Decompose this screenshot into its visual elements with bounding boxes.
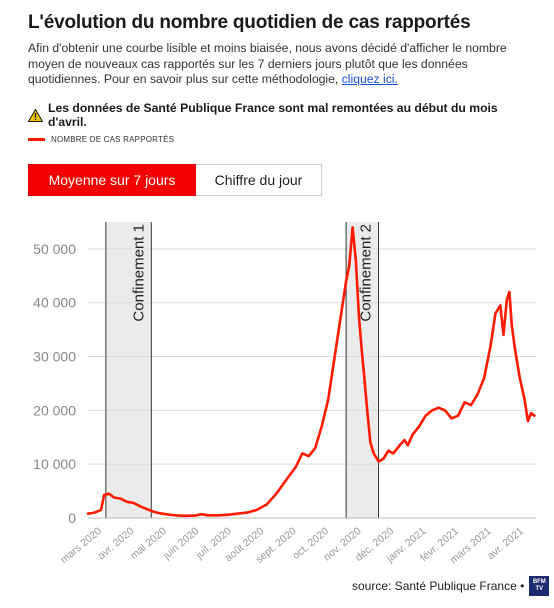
warning-triangle-icon xyxy=(28,108,43,122)
methodology-link[interactable]: cliquez ici. xyxy=(341,72,398,86)
chart-legend: NOMBRE DE CAS RAPPORTÉS xyxy=(28,135,174,144)
x-tick-label: avr. 2021 xyxy=(485,525,526,562)
y-tick-label: 20 000 xyxy=(33,402,76,418)
view-tabs: Moyenne sur 7 jours Chiffre du jour xyxy=(28,164,322,196)
legend-label: NOMBRE DE CAS RAPPORTÉS xyxy=(51,135,175,144)
lockdown-label-2: Confinement 2 xyxy=(358,224,375,322)
y-tick-label: 10 000 xyxy=(33,456,76,472)
y-tick-label: 0 xyxy=(68,510,76,526)
y-tick-label: 50 000 xyxy=(33,241,76,257)
y-tick-label: 40 000 xyxy=(33,295,76,311)
intro-text: Afin d'obtenir une courbe lisible et moi… xyxy=(28,41,507,86)
tab-chiffre-du-jour[interactable]: Chiffre du jour xyxy=(196,164,322,196)
x-tick-label: juin 2020 xyxy=(160,525,201,562)
lockdown-label-1: Confinement 1 xyxy=(130,224,147,322)
warning-notice: Les données de Santé Publique France son… xyxy=(28,101,538,129)
lockdown-band-2 xyxy=(346,222,379,518)
source-credit: source: Santé Publique France • BFM TV xyxy=(352,576,550,596)
cases-line-chart: 0 10 000 20 000 30 000 40 000 50 000 Confineme… xyxy=(33,222,536,566)
x-tick-label: mars 2020 xyxy=(58,525,104,566)
tab-moyenne-7-jours[interactable]: Moyenne sur 7 jours xyxy=(28,164,196,196)
lockdown-band-1 xyxy=(105,222,152,518)
legend-swatch xyxy=(28,138,45,141)
y-tick-label: 30 000 xyxy=(33,349,76,365)
series-line-1 xyxy=(86,226,536,518)
source-text: source: Santé Publique France • xyxy=(352,579,525,593)
x-tick-label: mai 2020 xyxy=(128,525,169,562)
intro-paragraph: Afin d'obtenir une courbe lisible et moi… xyxy=(28,41,538,88)
page-title: L'évolution du nombre quotidien de cas r… xyxy=(28,12,471,33)
bfm-tv-logo: BFM TV xyxy=(529,576,550,596)
warning-text: Les données de Santé Publique France son… xyxy=(48,101,498,129)
